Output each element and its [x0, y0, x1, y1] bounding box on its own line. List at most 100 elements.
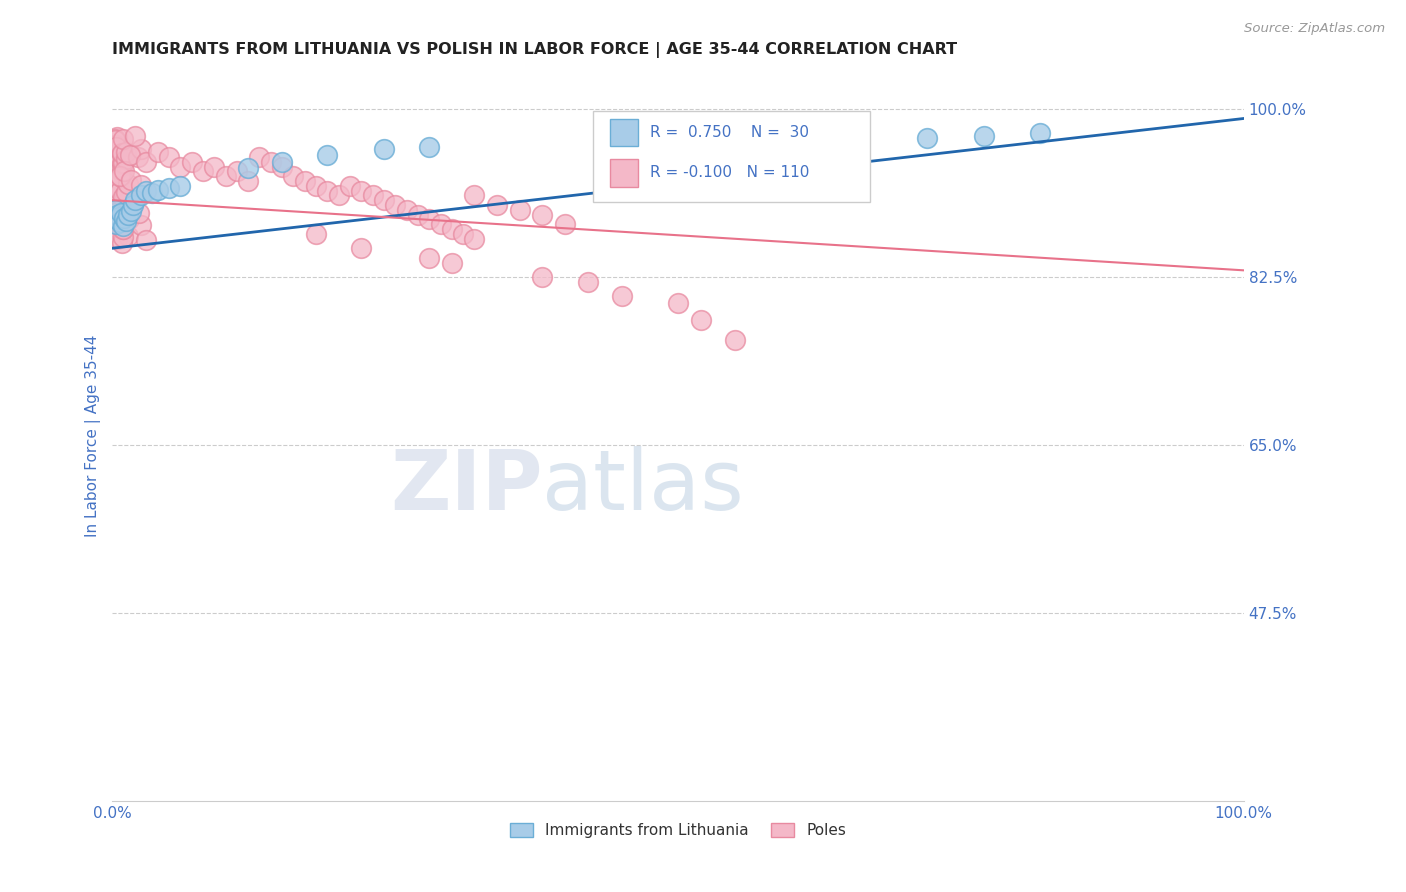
- Point: [666, 296, 689, 310]
- Point: [225, 164, 247, 178]
- Point: [104, 144, 127, 158]
- Point: [531, 208, 554, 222]
- Point: [110, 184, 132, 198]
- Point: [610, 289, 633, 303]
- Point: [111, 222, 134, 236]
- Point: [105, 183, 128, 197]
- Point: [104, 132, 127, 146]
- Bar: [610, 119, 638, 146]
- Point: [111, 235, 134, 250]
- Point: [973, 128, 995, 143]
- Point: [135, 233, 157, 247]
- Point: [118, 211, 141, 226]
- Point: [127, 150, 149, 164]
- Point: [135, 154, 157, 169]
- Point: [463, 232, 485, 246]
- Legend: Immigrants from Lithuania, Poles: Immigrants from Lithuania, Poles: [503, 817, 852, 845]
- Point: [107, 212, 129, 227]
- Text: R = -0.100   N = 110: R = -0.100 N = 110: [650, 165, 810, 180]
- Point: [115, 145, 138, 159]
- Point: [111, 221, 134, 235]
- Point: [101, 202, 124, 217]
- Point: [110, 170, 132, 185]
- Point: [104, 154, 127, 169]
- Point: [157, 150, 180, 164]
- Point: [305, 227, 328, 241]
- Point: [111, 163, 134, 178]
- Point: [191, 164, 214, 178]
- Point: [157, 180, 180, 194]
- Point: [689, 313, 711, 327]
- Point: [112, 211, 135, 226]
- Point: [271, 154, 294, 169]
- Point: [418, 251, 440, 265]
- Point: [112, 190, 135, 204]
- Point: [101, 148, 124, 162]
- Point: [146, 183, 169, 197]
- Point: [328, 188, 350, 202]
- Point: [316, 148, 339, 162]
- Point: [103, 186, 125, 200]
- Point: [120, 203, 142, 218]
- Point: [238, 161, 260, 176]
- Point: [105, 221, 128, 235]
- Point: [120, 148, 142, 162]
- Point: [108, 169, 131, 184]
- Point: [202, 160, 225, 174]
- Point: [104, 202, 127, 217]
- Point: [117, 228, 139, 243]
- Point: [104, 217, 127, 231]
- Point: [141, 186, 163, 201]
- Point: [115, 197, 138, 211]
- Bar: [610, 159, 638, 186]
- Y-axis label: In Labor Force | Age 35-44: In Labor Force | Age 35-44: [86, 334, 101, 537]
- Point: [758, 136, 780, 150]
- Point: [112, 163, 135, 178]
- Point: [129, 142, 152, 156]
- Point: [440, 255, 463, 269]
- Point: [120, 173, 142, 187]
- Point: [418, 140, 440, 154]
- Point: [114, 189, 136, 203]
- Point: [110, 205, 132, 219]
- Point: [214, 169, 236, 183]
- Point: [115, 214, 138, 228]
- Point: [107, 218, 129, 232]
- Point: [486, 198, 509, 212]
- Point: [111, 145, 134, 160]
- Point: [104, 178, 127, 193]
- Point: [103, 203, 125, 218]
- Point: [339, 178, 361, 193]
- Point: [440, 222, 463, 236]
- Point: [107, 151, 129, 165]
- Point: [131, 218, 153, 232]
- Point: [146, 145, 169, 160]
- Point: [111, 230, 134, 244]
- Point: [112, 220, 135, 235]
- Point: [169, 178, 191, 193]
- Point: [103, 150, 125, 164]
- Point: [105, 208, 128, 222]
- Point: [554, 217, 576, 231]
- Point: [689, 140, 711, 154]
- Point: [104, 206, 127, 220]
- Point: [103, 198, 125, 212]
- Point: [129, 178, 152, 192]
- Point: [249, 150, 271, 164]
- Point: [305, 178, 328, 193]
- Point: [316, 184, 339, 198]
- Point: [104, 133, 127, 147]
- Point: [103, 190, 125, 204]
- Point: [115, 186, 138, 200]
- Point: [107, 186, 129, 200]
- Text: ZIP: ZIP: [389, 446, 543, 527]
- Text: IMMIGRANTS FROM LITHUANIA VS POLISH IN LABOR FORCE | AGE 35-44 CORRELATION CHART: IMMIGRANTS FROM LITHUANIA VS POLISH IN L…: [112, 42, 957, 58]
- Point: [260, 154, 283, 169]
- Point: [463, 188, 485, 202]
- Point: [101, 211, 124, 225]
- Point: [104, 186, 127, 201]
- Text: Source: ZipAtlas.com: Source: ZipAtlas.com: [1244, 22, 1385, 36]
- Point: [373, 142, 395, 156]
- Point: [101, 201, 124, 215]
- Point: [395, 202, 418, 217]
